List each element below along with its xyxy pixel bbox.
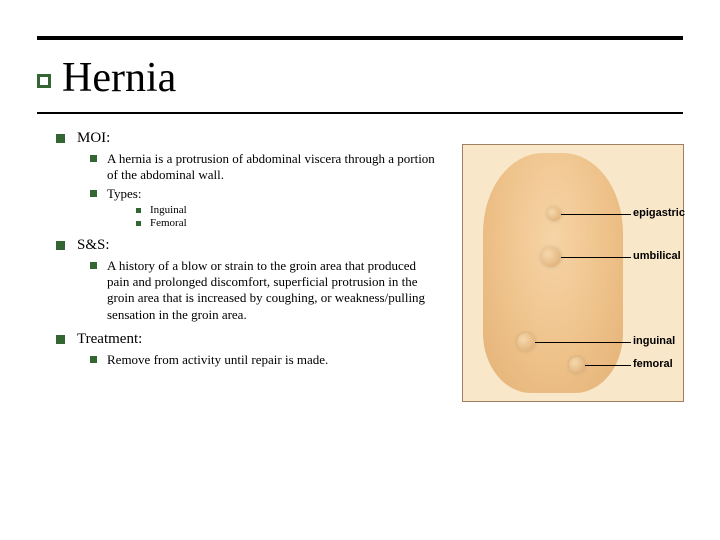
bullet-type-inguinal-text: Inguinal: [150, 204, 187, 216]
square-bullet-icon: [136, 208, 141, 213]
bullet-tx-label: Treatment:: [77, 331, 142, 348]
bulge-umbilical: [541, 247, 561, 267]
square-bullet-icon: [90, 155, 97, 162]
hernia-diagram: epigastric umbilical inguinal femoral: [462, 144, 684, 402]
label-umbilical: umbilical: [633, 250, 681, 262]
bullet-type-femoral-text: Femoral: [150, 217, 187, 229]
square-bullet-icon: [56, 241, 65, 250]
square-bullet-icon: [56, 335, 65, 344]
bullet-moi-def: A hernia is a protrusion of abdominal vi…: [90, 151, 436, 184]
bullet-type-femoral: Femoral: [136, 217, 436, 229]
title-bullet-icon: [37, 74, 51, 88]
bullet-type-inguinal: Inguinal: [136, 204, 436, 216]
square-bullet-icon: [90, 262, 97, 269]
bullet-moi-types-label: Types:: [107, 186, 141, 202]
bulge-epigastric: [547, 207, 561, 221]
content-area: MOI: A hernia is a protrusion of abdomin…: [56, 130, 436, 370]
bulge-femoral: [569, 357, 585, 373]
square-bullet-icon: [90, 356, 97, 363]
bullet-tx-text: Remove from activity until repair is mad…: [90, 352, 436, 368]
top-divider: [37, 36, 683, 40]
bullet-moi: MOI:: [56, 130, 436, 147]
label-femoral: femoral: [633, 358, 673, 370]
bullet-moi-def-text: A hernia is a protrusion of abdominal vi…: [107, 151, 436, 184]
square-bullet-icon: [56, 134, 65, 143]
torso-shape: [483, 153, 623, 393]
lead-line: [561, 214, 631, 215]
bullet-tx: Treatment:: [56, 331, 436, 348]
bullet-ss-label: S&S:: [77, 237, 110, 254]
bullet-moi-label: MOI:: [77, 130, 110, 147]
title-underline: [37, 112, 683, 114]
bullet-tx-text-content: Remove from activity until repair is mad…: [107, 352, 328, 368]
bullet-moi-types: Types:: [90, 186, 436, 202]
bullet-ss: S&S:: [56, 237, 436, 254]
label-epigastric: epigastric: [633, 207, 685, 219]
lead-line: [585, 365, 631, 366]
bullet-ss-text-content: A history of a blow or strain to the gro…: [107, 258, 436, 323]
slide-title: Hernia: [62, 54, 176, 102]
label-inguinal: inguinal: [633, 335, 675, 347]
lead-line: [535, 342, 631, 343]
square-bullet-icon: [136, 221, 141, 226]
bullet-ss-text: A history of a blow or strain to the gro…: [90, 258, 436, 323]
lead-line: [561, 257, 631, 258]
square-bullet-icon: [90, 190, 97, 197]
bulge-inguinal: [517, 333, 535, 351]
